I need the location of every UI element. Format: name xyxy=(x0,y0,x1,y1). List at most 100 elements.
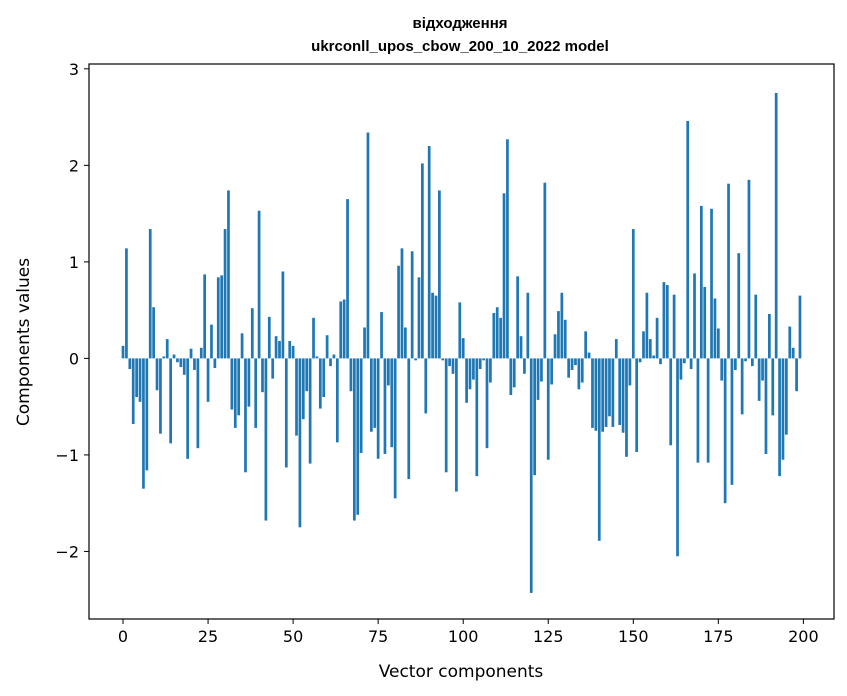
bar-177 xyxy=(723,358,727,504)
bar-28 xyxy=(216,277,220,359)
x-tick-label-75: 75 xyxy=(368,627,388,646)
x-tick-label-25: 25 xyxy=(198,627,218,646)
bar-156 xyxy=(652,355,656,359)
bar-47 xyxy=(281,271,285,359)
bar-139 xyxy=(594,358,598,431)
bar-99 xyxy=(458,302,462,359)
bar-87 xyxy=(417,277,421,359)
bar-182 xyxy=(740,358,744,415)
bar-195 xyxy=(785,358,788,435)
bar-120 xyxy=(529,358,533,593)
bar-13 xyxy=(165,339,169,359)
bar-199 xyxy=(798,295,802,359)
bar-166 xyxy=(686,120,690,359)
x-axis-label: Vector components xyxy=(379,662,544,682)
bar-106 xyxy=(482,358,485,361)
bar-163 xyxy=(676,358,679,557)
bar-164 xyxy=(679,358,683,380)
bar-198 xyxy=(795,358,798,392)
bar-61 xyxy=(329,358,332,367)
bar-41 xyxy=(261,358,264,393)
bar-196 xyxy=(788,326,792,359)
bar-141 xyxy=(601,358,605,432)
bar-147 xyxy=(621,358,625,433)
bar-56 xyxy=(312,317,315,359)
bar-31 xyxy=(227,190,230,359)
bar-191 xyxy=(771,358,775,416)
bar-133 xyxy=(574,358,577,366)
bar-72 xyxy=(366,132,370,359)
bar-42 xyxy=(264,358,268,521)
bar-187 xyxy=(757,358,761,401)
bar-10 xyxy=(155,358,159,391)
bar-148 xyxy=(625,358,628,457)
y-axis: −2 −1 0 1 2 3 xyxy=(55,60,89,561)
bar-70 xyxy=(359,358,363,453)
x-axis: 0 25 50 75 100 125 150 175 200 xyxy=(118,619,819,646)
bar-155 xyxy=(648,339,652,359)
bar-79 xyxy=(390,358,394,448)
bar-158 xyxy=(659,358,662,365)
bar-113 xyxy=(506,139,509,359)
bar-11 xyxy=(159,358,162,434)
bar-77 xyxy=(383,358,387,454)
bar-162 xyxy=(672,294,676,359)
bar-161 xyxy=(669,358,673,446)
bar-174 xyxy=(713,298,717,359)
bar-102 xyxy=(468,358,472,390)
bar-54 xyxy=(305,358,309,392)
bar-189 xyxy=(764,358,768,454)
bar-175 xyxy=(716,328,720,359)
bar-46 xyxy=(278,341,281,359)
bar-144 xyxy=(611,358,615,427)
bar-89 xyxy=(424,358,428,414)
bar-19 xyxy=(186,358,190,459)
bar-88 xyxy=(421,163,424,359)
bar-194 xyxy=(781,358,785,460)
bar-80 xyxy=(393,358,397,499)
bar-146 xyxy=(618,358,622,425)
bar-65 xyxy=(342,299,346,359)
bar-140 xyxy=(597,358,601,541)
bar-63 xyxy=(335,358,339,443)
bar-58 xyxy=(318,358,322,409)
bar-132 xyxy=(570,358,574,370)
bar-85 xyxy=(410,251,414,359)
x-tick-label-50: 50 xyxy=(283,627,303,646)
bar-0 xyxy=(121,345,125,359)
bar-26 xyxy=(210,324,213,359)
bar-38 xyxy=(250,308,254,359)
bar-14 xyxy=(169,358,172,444)
bar-154 xyxy=(645,292,649,359)
bar-4 xyxy=(135,358,138,397)
bar-93 xyxy=(438,190,441,359)
bar-69 xyxy=(356,358,360,515)
bars-group xyxy=(121,92,802,593)
bar-5 xyxy=(138,358,142,402)
bar-184 xyxy=(747,179,751,359)
y-tick-label-0: 0 xyxy=(69,349,79,368)
bar-25 xyxy=(206,358,210,402)
bar-179 xyxy=(730,358,734,485)
bar-168 xyxy=(693,273,696,359)
bar-62 xyxy=(332,354,336,359)
bar-95 xyxy=(444,358,448,473)
bar-129 xyxy=(560,292,564,359)
bar-36 xyxy=(244,358,247,473)
bar-135 xyxy=(580,358,584,383)
bar-145 xyxy=(614,339,618,359)
bar-86 xyxy=(414,358,417,361)
bar-37 xyxy=(247,358,251,407)
bar-29 xyxy=(220,275,224,359)
x-tick-label-125: 125 xyxy=(533,627,564,646)
bar-104 xyxy=(475,358,479,477)
bar-76 xyxy=(380,312,383,359)
y-tick-label--1: −1 xyxy=(55,446,79,465)
bar-183 xyxy=(744,358,747,362)
bar-48 xyxy=(284,358,288,468)
bar-100 xyxy=(461,338,465,359)
bar-185 xyxy=(751,358,754,367)
bar-16 xyxy=(176,358,179,363)
bar-124 xyxy=(543,182,547,359)
bar-91 xyxy=(431,292,434,359)
